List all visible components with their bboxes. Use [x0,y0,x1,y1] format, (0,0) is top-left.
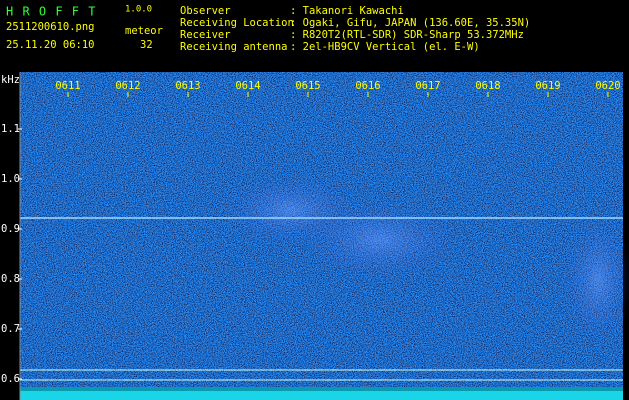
info-label: Receiver [180,29,231,41]
app-name: H R O F F T [6,5,96,19]
y-unit: kHz [1,74,20,86]
time-label: 0617 [415,80,440,92]
version: 1.0.0 [125,5,152,15]
count: 32 [140,39,153,51]
count-label: meteor [125,25,163,37]
datetime: 25.11.20 06:10 [6,39,95,51]
time-label: 0612 [115,80,140,92]
y-tick-label: 1.1 [1,123,20,135]
time-label: 0619 [535,80,560,92]
y-tick-label: 0.9 [1,223,20,235]
level-bar [20,390,623,400]
info-label: Receiving antenna [180,41,287,53]
info-value: : Takanori Kawachi [290,5,404,17]
time-label: 0618 [475,80,500,92]
y-tick-label: 0.8 [1,273,20,285]
info-label: Observer [180,5,231,17]
y-tick-label: 0.6 [1,373,20,385]
time-label: 0616 [355,80,380,92]
time-label: 0613 [175,80,200,92]
y-tick-label: 1.0 [1,173,20,185]
level-bar-top [20,387,623,391]
file-name: 2511200610.png [6,21,95,33]
info-label: Receiving Location [180,17,294,29]
time-label: 0615 [295,80,320,92]
time-label: 0611 [55,80,80,92]
speckle [20,72,623,390]
time-label: 0620 [595,80,620,92]
info-value: : R820T2(RTL-SDR) SDR-Sharp 53.372MHz [290,29,524,41]
y-tick-label: 0.7 [1,323,20,335]
info-value: : 2el-HB9CV Vertical (el. E-W) [290,41,480,53]
time-label: 0614 [235,80,260,92]
info-value: : Ogaki, Gifu, JAPAN (136.60E, 35.35N) [290,17,530,29]
